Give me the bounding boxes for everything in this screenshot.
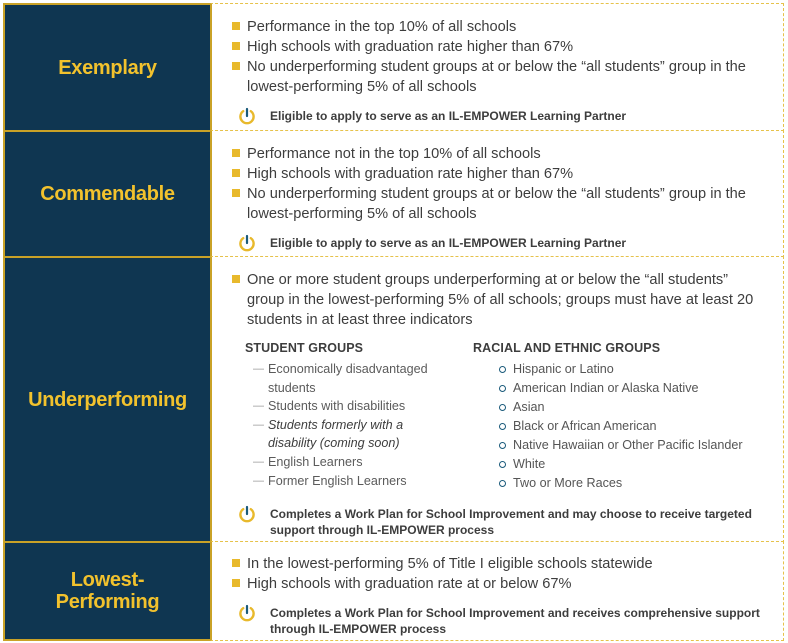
student-group-item: Economically disadvantaged students <box>245 360 435 397</box>
label-cell-commendable: Commendable <box>3 130 210 258</box>
outcome-text: Eligible to apply to serve as an IL-EMPO… <box>270 236 627 250</box>
row-commendable: Commendable Performance not in the top 1… <box>3 130 784 258</box>
criteria-item: High schools with graduation rate higher… <box>232 37 769 57</box>
power-icon <box>239 107 255 125</box>
row-exemplary: Exemplary Performance in the top 10% of … <box>3 3 784 132</box>
criteria-item: High schools with graduation rate higher… <box>232 164 769 184</box>
criteria-list: Performance not in the top 10% of all sc… <box>232 144 769 224</box>
criteria-item: No underperforming student groups at or … <box>232 184 769 224</box>
racial-group-item: American Indian or Alaska Native <box>498 379 778 398</box>
designation-label: Exemplary <box>58 56 157 79</box>
row-underperforming: Underperforming One or more student grou… <box>3 256 784 543</box>
power-icon <box>239 604 255 622</box>
outcome-text: Completes a Work Plan for School Improve… <box>270 606 760 636</box>
criteria-item: One or more student groups underperformi… <box>232 270 769 330</box>
racial-group-item: White <box>498 455 778 474</box>
outcome-note: Eligible to apply to serve as an IL-EMPO… <box>238 234 765 252</box>
student-group-item: English Learners <box>245 453 435 472</box>
racial-group-item: Two or More Races <box>498 474 778 493</box>
racial-groups-heading: RACIAL AND ETHNIC GROUPS <box>473 341 661 355</box>
criteria-item: Performance not in the top 10% of all sc… <box>232 144 769 164</box>
outcome-text: Completes a Work Plan for School Improve… <box>270 507 752 537</box>
racial-group-item: Native Hawaiian or Other Pacific Islande… <box>498 436 778 455</box>
outcome-note: Eligible to apply to serve as an IL-EMPO… <box>238 107 765 125</box>
power-icon <box>239 505 255 523</box>
student-groups-heading: STUDENT GROUPS <box>245 341 364 355</box>
power-icon <box>239 234 255 252</box>
criteria-item: Performance in the top 10% of all school… <box>232 17 769 37</box>
student-group-item: Former English Learners <box>245 472 435 491</box>
label-cell-lowest-performing: Lowest-Performing <box>3 541 210 641</box>
student-group-item: Students formerly with a disability (com… <box>245 416 435 453</box>
student-group-item: Students with disabilities <box>245 397 435 416</box>
designation-label: Underperforming <box>28 388 187 411</box>
designation-label: Commendable <box>40 183 175 205</box>
criteria-item: High schools with graduation rate at or … <box>232 574 769 594</box>
criteria-list: One or more student groups underperformi… <box>232 270 769 330</box>
criteria-list: Performance in the top 10% of all school… <box>232 17 769 97</box>
content-cell-commendable: Performance not in the top 10% of all sc… <box>210 130 784 258</box>
content-cell-exemplary: Performance in the top 10% of all school… <box>210 3 784 132</box>
outcome-note: Completes a Work Plan for School Improve… <box>238 604 765 637</box>
outcome-note: Completes a Work Plan for School Improve… <box>238 505 765 538</box>
designation-label: Lowest-Performing <box>55 569 160 613</box>
outcome-text: Eligible to apply to serve as an IL-EMPO… <box>270 109 627 123</box>
racial-groups-list: Hispanic or Latino American Indian or Al… <box>498 360 778 493</box>
content-cell-lowest-performing: In the lowest-performing 5% of Title I e… <box>210 541 784 641</box>
racial-group-item: Hispanic or Latino <box>498 360 778 379</box>
criteria-list: In the lowest-performing 5% of Title I e… <box>232 554 769 594</box>
label-cell-exemplary: Exemplary <box>3 3 210 132</box>
racial-group-item: Black or African American <box>498 417 778 436</box>
racial-group-item: Asian <box>498 398 778 417</box>
content-cell-underperforming: One or more student groups underperformi… <box>210 256 784 543</box>
criteria-item: In the lowest-performing 5% of Title I e… <box>232 554 769 574</box>
label-cell-underperforming: Underperforming <box>3 256 210 543</box>
student-groups-list: Economically disadvantaged students Stud… <box>245 360 435 490</box>
criteria-item: No underperforming student groups at or … <box>232 57 769 97</box>
row-lowest-performing: Lowest-Performing In the lowest-performi… <box>3 541 784 641</box>
